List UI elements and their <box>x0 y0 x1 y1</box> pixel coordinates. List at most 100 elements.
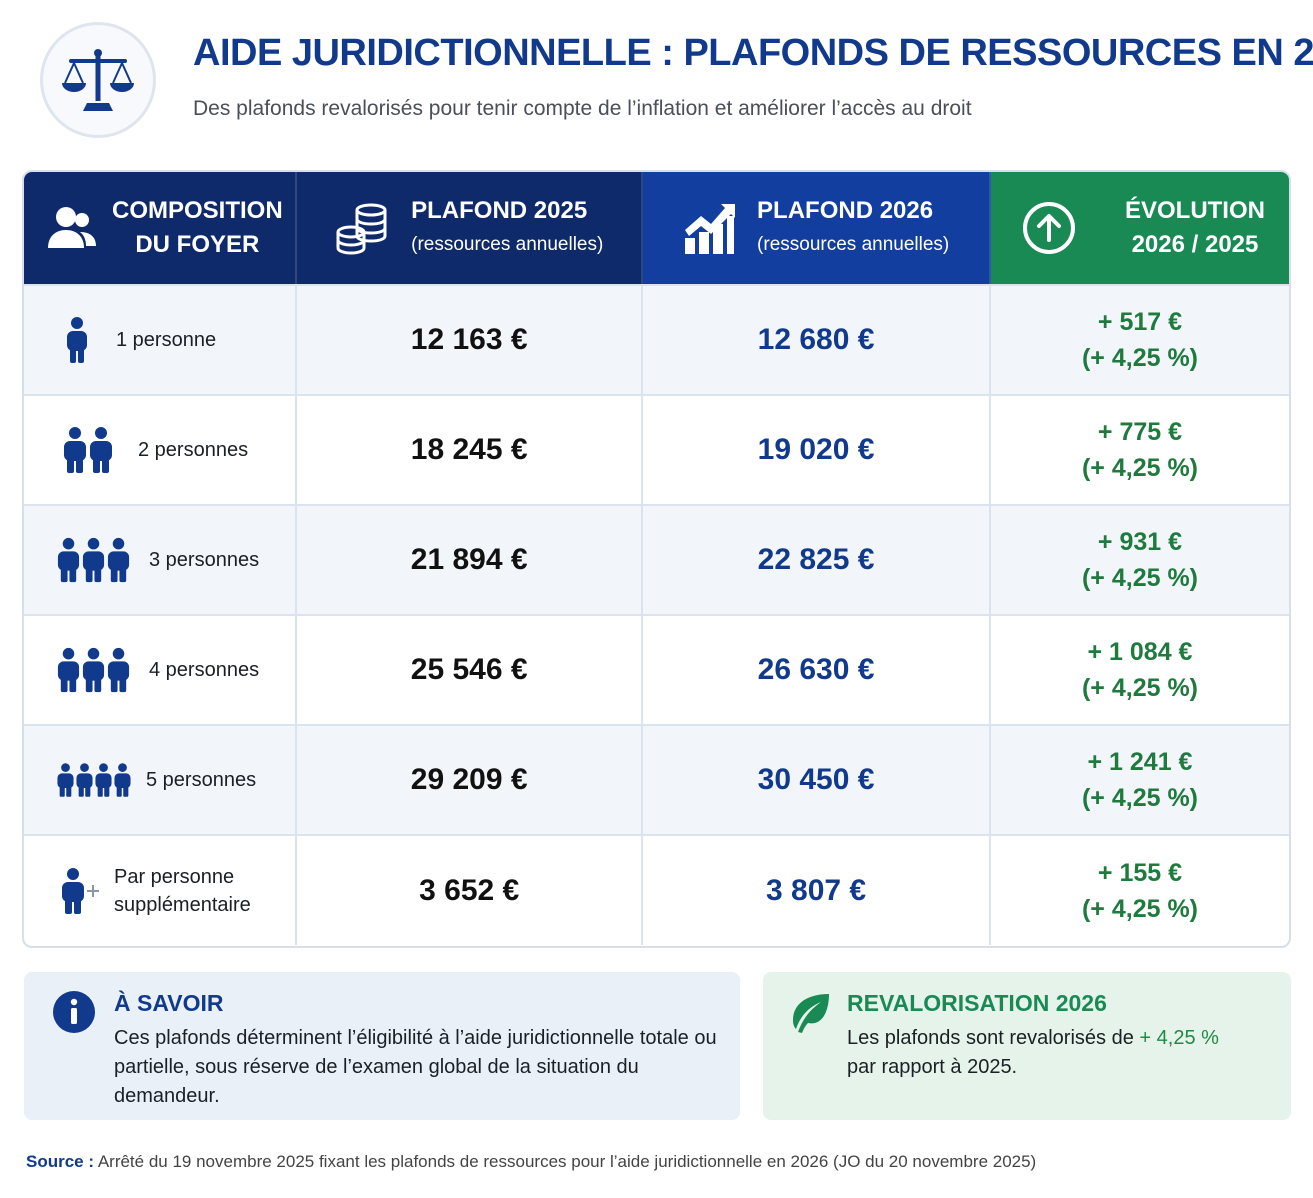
composition-cell: 5 personnes <box>24 726 298 834</box>
leaf-icon <box>793 994 829 1033</box>
coins-icon <box>336 203 387 255</box>
info-box-text: Ces plafonds déterminent l’éligibilité à… <box>114 1027 717 1107</box>
evolution-percent: (+ 4,25 %) <box>1081 674 1198 702</box>
person-icon <box>57 763 74 797</box>
evolution-amount: + 1 241 € <box>1087 748 1193 776</box>
evolution-amount: + 155 € <box>1097 858 1183 887</box>
plafond-2025-value: 29 209 € <box>297 726 644 834</box>
person-icon <box>95 763 112 797</box>
header-plafond-2025-line1: PLAFOND 2025 <box>411 197 588 224</box>
revalorisation-text-before: Les plafonds sont revalorisés de <box>847 1027 1140 1049</box>
composition-label: Par personne supplémentaire <box>114 863 251 919</box>
evolution-cell: + 155 € (+ 4,25 %) <box>991 836 1289 945</box>
evolution-cell: + 775 € (+ 4,25 %) <box>991 396 1289 504</box>
header-plafond-2026-line1: PLAFOND 2026 <box>757 197 934 224</box>
revalorisation-box-title: REVALORISATION 2026 <box>847 990 1107 1016</box>
evolution-percent: (+ 4,25 %) <box>1081 454 1198 482</box>
info-box: À SAVOIR Ces plafonds déterminent l’élig… <box>24 972 740 1120</box>
evolution-percent: (+ 4,25 %) <box>1081 784 1198 812</box>
revalorisation-highlight: + 4,25 % <box>1139 1027 1219 1049</box>
table-body: 1 personne 12 163 € 12 680 € + 517 € (+ … <box>24 284 1289 945</box>
person-icon-group <box>64 316 90 364</box>
source-note: Source : Arrêté du 19 novembre 2025 fixa… <box>26 1152 1036 1172</box>
person-icon-group <box>56 536 131 584</box>
plafond-2026-value: 22 825 € <box>643 506 991 614</box>
person-icon <box>64 427 86 473</box>
person-icon <box>107 647 130 693</box>
evolution-percent: (+ 4,25 %) <box>1081 564 1198 592</box>
page-subtitle: Des plafonds revalorisés pour tenir comp… <box>193 97 972 120</box>
header-composition: COMPOSITION DU FOYER <box>24 172 298 284</box>
plafond-2026-value: 12 680 € <box>643 286 991 394</box>
info-box-title: À SAVOIR <box>114 990 224 1016</box>
plafond-2025-value: 3 652 € <box>297 836 644 945</box>
table-row: 1 personne 12 163 € 12 680 € + 517 € (+ … <box>24 284 1289 394</box>
evolution-amount: + 517 € <box>1097 308 1183 336</box>
revalorisation-box-text: Les plafonds sont revalorisés de + 4,25 … <box>847 1024 1267 1082</box>
plafond-2025-value: 18 245 € <box>297 396 644 504</box>
composition-label-line2: supplémentaire <box>114 893 251 916</box>
composition-label: 4 personnes <box>149 659 260 681</box>
source-text: Arrêté du 19 novembre 2025 fixant les pl… <box>94 1152 1037 1171</box>
composition-cell: 2 personnes <box>24 396 298 504</box>
header-composition-line1: COMPOSITION <box>112 197 283 224</box>
composition-label: 5 personnes <box>146 769 257 791</box>
header-evolution-line1: ÉVOLUTION <box>1124 197 1265 224</box>
person-icon-group <box>56 756 132 804</box>
plafond-2025-value: 12 163 € <box>297 286 644 394</box>
person-icon-group <box>60 867 100 915</box>
logo <box>40 22 156 138</box>
composition-label: 1 personne <box>116 329 217 351</box>
plafond-2026-value: 30 450 € <box>643 726 991 834</box>
source-label: Source : <box>26 1152 95 1171</box>
evolution-cell: + 1 241 € (+ 4,25 %) <box>991 726 1289 834</box>
plafond-2026-value: 19 020 € <box>643 396 991 504</box>
table-row: 3 personnes 21 894 € 22 825 € + 931 € (+… <box>24 504 1289 614</box>
evolution-percent: (+ 4,25 %) <box>1081 894 1198 923</box>
person-icon <box>67 317 87 363</box>
evolution-cell: + 1 084 € (+ 4,25 %) <box>991 616 1289 724</box>
composition-cell: 1 personne <box>24 286 298 394</box>
evolution-amount: + 775 € <box>1097 418 1183 446</box>
plafond-2026-value: 26 630 € <box>643 616 991 724</box>
composition-label: 2 personnes <box>138 439 249 461</box>
arrow-up-circle-icon <box>1022 202 1075 254</box>
balance-scale-icon <box>62 49 134 111</box>
header-plafond-2025-line2: (ressources annuelles) <box>411 234 604 255</box>
person-icon <box>107 537 130 583</box>
composition-label-line1: Par personne <box>114 865 235 888</box>
person-icon <box>57 537 80 583</box>
growth-chart-icon <box>685 204 736 254</box>
plus-icon <box>87 884 99 897</box>
person-icon-group <box>56 646 131 694</box>
plafond-2025-value: 21 894 € <box>297 506 644 614</box>
header-composition-line2: DU FOYER <box>135 231 260 258</box>
composition-label: 3 personnes <box>149 549 260 571</box>
table-row: 4 personnes 25 546 € 26 630 € + 1 084 € … <box>24 614 1289 724</box>
table-row: Par personne supplémentaire 3 652 € 3 80… <box>24 834 1289 945</box>
revalorisation-box: REVALORISATION 2026 Les plafonds sont re… <box>763 972 1291 1120</box>
evolution-percent: (+ 4,25 %) <box>1081 344 1198 372</box>
composition-cell: Par personne supplémentaire <box>24 836 298 945</box>
info-icon <box>53 991 95 1033</box>
evolution-cell: + 931 € (+ 4,25 %) <box>991 506 1289 614</box>
person-icon-group <box>62 426 114 474</box>
header-evolution: ÉVOLUTION 2026 / 2025 <box>990 172 1289 284</box>
plafonds-table: COMPOSITION DU FOYER PLAFOND 2025 (resso… <box>22 170 1291 948</box>
table-header: COMPOSITION DU FOYER PLAFOND 2025 (resso… <box>24 172 1289 284</box>
header-plafond-2026-line2: (ressources annuelles) <box>757 234 950 255</box>
revalorisation-text-after: par rapport à 2025. <box>847 1056 1018 1078</box>
person-icon <box>76 763 93 797</box>
table-row: 2 personnes 18 245 € 19 020 € + 775 € (+… <box>24 394 1289 504</box>
page-title: AIDE JURIDICTIONNELLE : PLAFONDS DE RESS… <box>193 32 1313 74</box>
person-icon <box>82 647 105 693</box>
evolution-amount: + 1 084 € <box>1087 638 1193 666</box>
header-evolution-line2: 2026 / 2025 <box>1131 231 1259 258</box>
evolution-cell: + 517 € (+ 4,25 %) <box>991 286 1289 394</box>
composition-cell: 3 personnes <box>24 506 298 614</box>
plafond-2025-value: 25 546 € <box>297 616 644 724</box>
person-icon <box>114 763 131 797</box>
composition-cell: 4 personnes <box>24 616 298 724</box>
plafond-2026-value: 3 807 € <box>643 836 991 945</box>
evolution-amount: + 931 € <box>1097 528 1183 556</box>
